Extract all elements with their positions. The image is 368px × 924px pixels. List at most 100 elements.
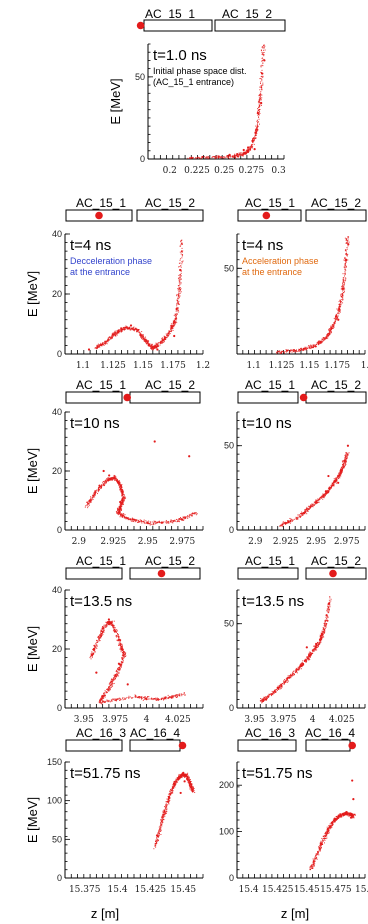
particle-point <box>179 295 181 297</box>
particle-point <box>137 521 139 523</box>
particle-point <box>150 345 152 347</box>
particle-point <box>181 255 183 257</box>
particle-point <box>261 79 263 81</box>
particle-point <box>112 626 114 628</box>
particle-point <box>263 49 265 51</box>
particle-point <box>178 286 180 288</box>
particle-point <box>151 349 153 351</box>
particle-point <box>314 648 316 650</box>
particle-point <box>325 620 327 622</box>
particle-point <box>171 520 173 522</box>
particle-point <box>311 653 313 655</box>
particle-point <box>129 329 131 331</box>
particle-point <box>116 698 118 700</box>
particle-point <box>315 502 317 504</box>
data-point <box>337 481 340 484</box>
particle-point <box>169 333 171 335</box>
particle-point <box>341 290 343 292</box>
particle-point <box>347 237 349 239</box>
particle-point <box>195 514 197 516</box>
particle-point <box>99 699 101 701</box>
particle-point <box>160 820 162 822</box>
particle-point <box>106 622 108 624</box>
particle-point <box>320 497 322 499</box>
particle-point <box>165 519 167 521</box>
particle-point <box>120 663 122 665</box>
particle-point <box>253 141 255 143</box>
particle-point <box>178 694 180 696</box>
particle-point <box>310 654 312 656</box>
particle-point <box>345 461 347 463</box>
particle-point <box>344 263 346 265</box>
particle-point <box>177 694 179 696</box>
particle-point <box>179 266 181 268</box>
particle-point <box>165 338 167 340</box>
particle-point <box>330 325 332 327</box>
particle-point <box>258 113 260 115</box>
particle-point <box>181 243 183 245</box>
particle-point <box>256 126 258 128</box>
particle-point <box>304 509 306 511</box>
particle-point <box>346 253 348 255</box>
particle-point <box>345 254 347 256</box>
particle-point <box>119 484 121 486</box>
particle-point <box>263 700 265 702</box>
particle-point <box>217 157 219 159</box>
particle-point <box>319 634 321 636</box>
particle-point <box>170 324 172 326</box>
particle-point <box>300 514 302 516</box>
particle-point <box>337 315 339 317</box>
particle-point <box>347 245 349 247</box>
particle-point <box>111 621 113 623</box>
particle-point <box>117 668 119 670</box>
particle-point <box>135 695 137 697</box>
particle-point <box>115 631 117 633</box>
particle-point <box>122 498 124 500</box>
particle-point <box>344 277 346 279</box>
particle-point <box>116 639 118 641</box>
particle-point <box>302 515 304 517</box>
particle-point <box>343 292 345 294</box>
particle-point <box>119 668 121 670</box>
particle-point <box>170 695 172 697</box>
particle-point <box>103 697 105 699</box>
particle-point <box>177 278 179 280</box>
particle-point <box>155 699 157 701</box>
particle-point <box>139 696 141 698</box>
particle-point <box>307 657 309 659</box>
particle-point <box>154 698 156 700</box>
data-point <box>246 146 250 149</box>
data-point <box>170 325 173 329</box>
particle-point <box>325 338 327 340</box>
particle-point <box>192 512 194 514</box>
particle-point <box>121 658 123 660</box>
particle-point <box>324 623 326 625</box>
x-tick-label: 1. <box>361 361 368 371</box>
particle-point <box>100 702 102 704</box>
particle-point <box>249 146 251 148</box>
particle-point <box>197 157 199 159</box>
y-tick-label: 20 <box>52 644 62 654</box>
particle-point <box>137 521 139 523</box>
particle-point <box>334 479 336 481</box>
particle-point <box>143 520 145 522</box>
particle-point <box>284 681 286 683</box>
particle-point <box>348 236 350 238</box>
data-point <box>95 671 98 674</box>
particle-point <box>168 330 170 332</box>
particle-point <box>120 665 122 667</box>
particle-point <box>108 479 110 481</box>
particle-point <box>154 845 156 847</box>
particle-point <box>129 328 131 330</box>
particle-point <box>271 690 273 692</box>
particle-point <box>183 516 185 518</box>
particle-point <box>154 845 156 847</box>
particle-point <box>340 288 342 290</box>
particle-point <box>106 621 108 623</box>
particle-point <box>107 688 109 690</box>
data-point <box>129 324 133 327</box>
particle-point <box>156 699 158 701</box>
particle-point <box>324 493 326 495</box>
data-point <box>190 156 193 159</box>
particle-point <box>321 630 323 632</box>
